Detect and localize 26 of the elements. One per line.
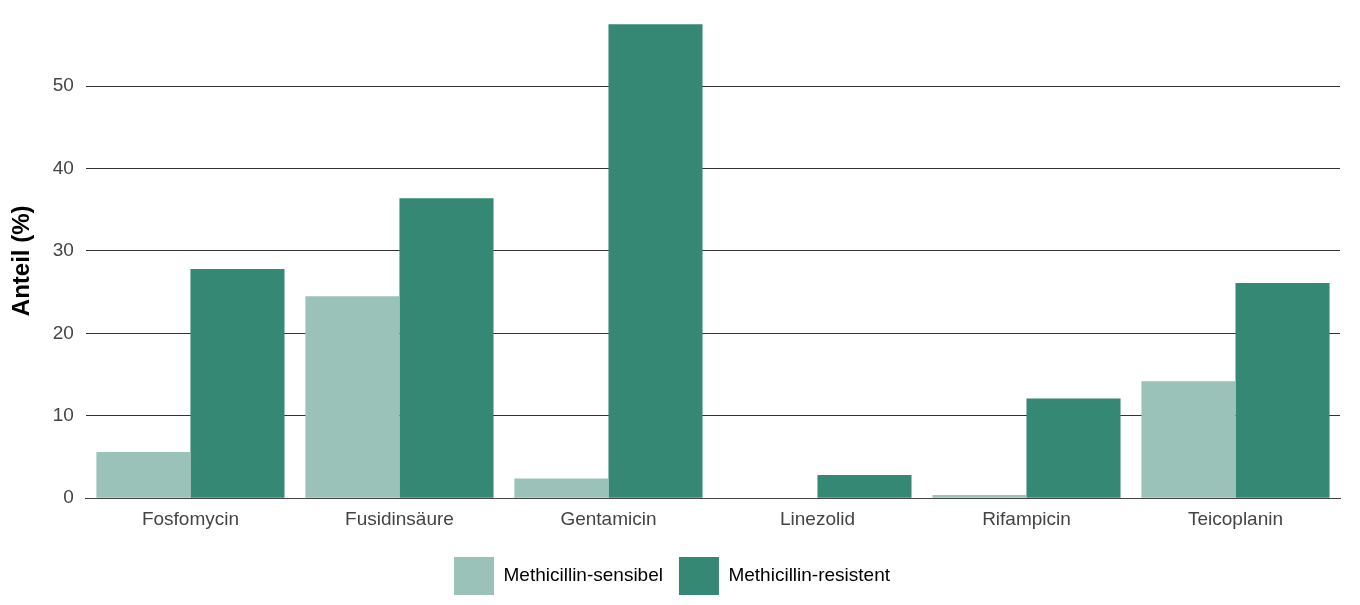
x-tick-label: Fosfomycin — [141, 507, 240, 529]
bar — [1141, 381, 1236, 498]
bar — [817, 475, 912, 498]
bar — [514, 478, 609, 498]
y-tick-label: 40 — [52, 156, 74, 178]
legend-label: Methicillin-sensibel — [503, 564, 663, 586]
bar — [190, 269, 285, 498]
bar — [1235, 283, 1330, 498]
y-tick-label: 10 — [52, 404, 74, 425]
bar — [96, 452, 191, 498]
x-tick-label: Teicoplanin — [1187, 507, 1284, 529]
bar — [399, 198, 494, 498]
x-tick-label: Fusidinsäure — [345, 507, 454, 529]
y-tick-label: 0 — [63, 486, 74, 508]
y-tick-label: 20 — [52, 321, 74, 343]
y-tick-label: 50 — [52, 74, 74, 96]
y-tick-label: 30 — [52, 239, 74, 261]
bar — [932, 494, 1027, 498]
x-tick-label: Gentamicin — [560, 507, 657, 529]
x-tick-label: Linezolid — [779, 507, 855, 529]
legend-label: Methicillin-resistent — [728, 564, 891, 586]
bar — [608, 24, 703, 498]
bar — [1026, 398, 1121, 498]
bar — [305, 296, 400, 498]
y-axis-title: Anteil (%) — [7, 205, 35, 317]
x-tick-label: Rifampicin — [982, 507, 1071, 529]
